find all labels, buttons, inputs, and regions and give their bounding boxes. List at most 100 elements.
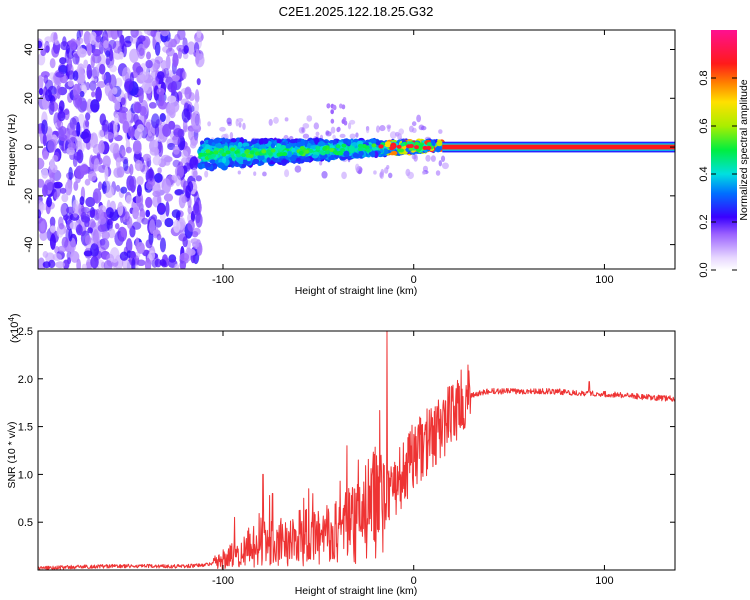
bottom-x-axis-label: Height of straight line (km) bbox=[295, 585, 418, 597]
spectrogram-noise-blob bbox=[73, 151, 82, 161]
spectrogram-band-blob bbox=[328, 156, 334, 161]
spectrogram-noise-blob bbox=[167, 95, 177, 103]
spectrogram-noise-blob bbox=[49, 158, 55, 171]
spectrogram-noise-blob bbox=[55, 261, 65, 269]
spectrogram-faint-blob bbox=[430, 155, 436, 162]
spectrogram-faint-blob bbox=[416, 114, 422, 123]
spectrogram-noise-blob bbox=[196, 78, 201, 86]
spectrogram-band-blob bbox=[262, 137, 269, 145]
spectrogram-noise-blob bbox=[67, 142, 77, 151]
spectrogram-noise-blob bbox=[60, 40, 69, 51]
spectrogram-noise-blob bbox=[167, 142, 176, 151]
spectrogram-faint-blob bbox=[376, 125, 380, 133]
bottom-plot-frame bbox=[37, 330, 676, 571]
spectrogram-noise-blob bbox=[184, 86, 192, 100]
spectrogram-faint-blob bbox=[315, 131, 320, 137]
spectrogram-noise-blob bbox=[152, 190, 161, 197]
spectrogram-noise-blob bbox=[193, 191, 200, 206]
spectrogram-noise-blob bbox=[73, 181, 79, 191]
spectrogram-faint-blob bbox=[319, 160, 323, 166]
spectrogram-noise-blob bbox=[189, 141, 197, 149]
spectrogram-peak-blob bbox=[426, 145, 432, 150]
spectrogram-faint-blob bbox=[386, 164, 390, 170]
spectrogram-noise-blob bbox=[83, 30, 92, 45]
spectrogram-peak-blob bbox=[340, 148, 346, 153]
bottom-y-tick-label: 2.5 bbox=[18, 326, 33, 338]
spectrogram-peak-blob bbox=[308, 148, 314, 153]
spectrogram-noise-blob bbox=[85, 196, 96, 208]
spectrogram-faint-blob bbox=[301, 127, 305, 133]
spectrogram-noise-blob bbox=[143, 30, 151, 35]
spectrogram-noise-blob bbox=[55, 71, 65, 78]
spectrogram-band-blob bbox=[343, 150, 350, 158]
spectrogram-peak-blob bbox=[332, 150, 338, 155]
spectrogram-faint-blob bbox=[336, 127, 340, 133]
spectrogram-noise-blob bbox=[192, 227, 201, 236]
spectrogram-peak-blob bbox=[266, 149, 272, 154]
spectrogram-noise-blob bbox=[80, 82, 86, 91]
spectrogram-faint-blob bbox=[306, 115, 313, 122]
spectrogram-peak-blob bbox=[282, 152, 288, 157]
spectrogram-noise-blob bbox=[187, 219, 195, 232]
spectrogram-noise-blob bbox=[49, 233, 56, 250]
spectrogram-noise-blob bbox=[93, 158, 100, 172]
spectrogram-noise-blob bbox=[142, 153, 152, 162]
spectrogram-faint-blob bbox=[420, 125, 427, 131]
spectrogram-faint-blob bbox=[226, 117, 232, 125]
spectrogram-noise-blob bbox=[115, 77, 123, 88]
spectrogram-noise-blob bbox=[154, 219, 162, 228]
spectrogram-noise-blob bbox=[141, 217, 149, 225]
spectrogram-noise-blob bbox=[103, 40, 109, 49]
spectrogram-noise-blob bbox=[154, 173, 163, 183]
spectrogram-faint-blob bbox=[435, 170, 441, 176]
spectrogram-noise-blob bbox=[183, 162, 191, 172]
bottom-x-tick-label: 0 bbox=[411, 575, 417, 587]
spectrogram-noise-blob bbox=[75, 224, 83, 236]
spectrogram-peak-blob bbox=[213, 150, 219, 155]
spectrogram-peak-blob bbox=[361, 143, 367, 148]
spectrogram-noise-blob bbox=[165, 47, 175, 57]
colorbar-label: Normalized spectral amplitude bbox=[738, 79, 750, 220]
spectrogram-noise-blob bbox=[134, 160, 143, 172]
spectrogram-band-blob bbox=[238, 160, 245, 165]
spectrogram-noise-blob bbox=[58, 100, 65, 112]
spectrogram-faint-blob bbox=[413, 154, 418, 162]
spectrogram-faint-blob bbox=[365, 126, 370, 134]
spectrogram-noise-blob bbox=[102, 155, 111, 168]
spectrogram-faint-blob bbox=[313, 122, 320, 130]
spectrogram-peak-blob bbox=[245, 149, 251, 154]
spectrogram-band-blob bbox=[250, 139, 258, 144]
spectrogram-noise-blob bbox=[114, 223, 120, 230]
spectrogram-faint-blob bbox=[330, 109, 334, 115]
spectrogram-noise-blob bbox=[129, 48, 139, 64]
spectrogram-noise-blob bbox=[121, 149, 126, 157]
spectrogram-band-blob bbox=[286, 150, 293, 158]
spectrogram-noise-blob bbox=[84, 120, 90, 128]
spectrogram-band-blob bbox=[258, 144, 267, 150]
spectrogram-noise-blob bbox=[182, 236, 188, 248]
spectrogram-faint-blob bbox=[421, 170, 426, 175]
top-axes: -100 0 100 -40 -20 0 20 40 bbox=[23, 30, 675, 286]
spectrogram-noise-blob bbox=[81, 206, 91, 214]
top-y-axis-label: Frequency (Hz) bbox=[6, 114, 18, 186]
spectrogram-noise-blob bbox=[92, 143, 103, 155]
spectrogram-noise-blob bbox=[94, 41, 103, 48]
spectrogram-noise-blob bbox=[44, 79, 54, 92]
spectrogram-peak-blob bbox=[322, 146, 328, 151]
spectrogram-noise-blob bbox=[95, 86, 102, 102]
spectrogram-noise-blob bbox=[60, 203, 68, 216]
spectrogram-noise-blob bbox=[79, 164, 89, 175]
spectrogram-noise-blob bbox=[130, 175, 137, 192]
spectrogram-noise-blob bbox=[154, 123, 160, 138]
spectrogram-peak-blob bbox=[225, 150, 231, 155]
spectrogram-noise-blob bbox=[126, 110, 132, 122]
spectrogram-noise-blob bbox=[84, 178, 91, 186]
bottom-x-tick-label: -100 bbox=[212, 575, 234, 587]
spectrogram-noise-blob bbox=[195, 48, 200, 65]
spectrogram-noise-blob bbox=[69, 38, 77, 51]
spectrogram-noise-blob bbox=[97, 224, 106, 233]
spectrogram-peak-blob bbox=[210, 153, 216, 158]
carrier-line bbox=[442, 144, 675, 150]
spectrogram-faint-blob bbox=[425, 154, 431, 162]
spectrogram-noise-blob bbox=[129, 250, 136, 259]
